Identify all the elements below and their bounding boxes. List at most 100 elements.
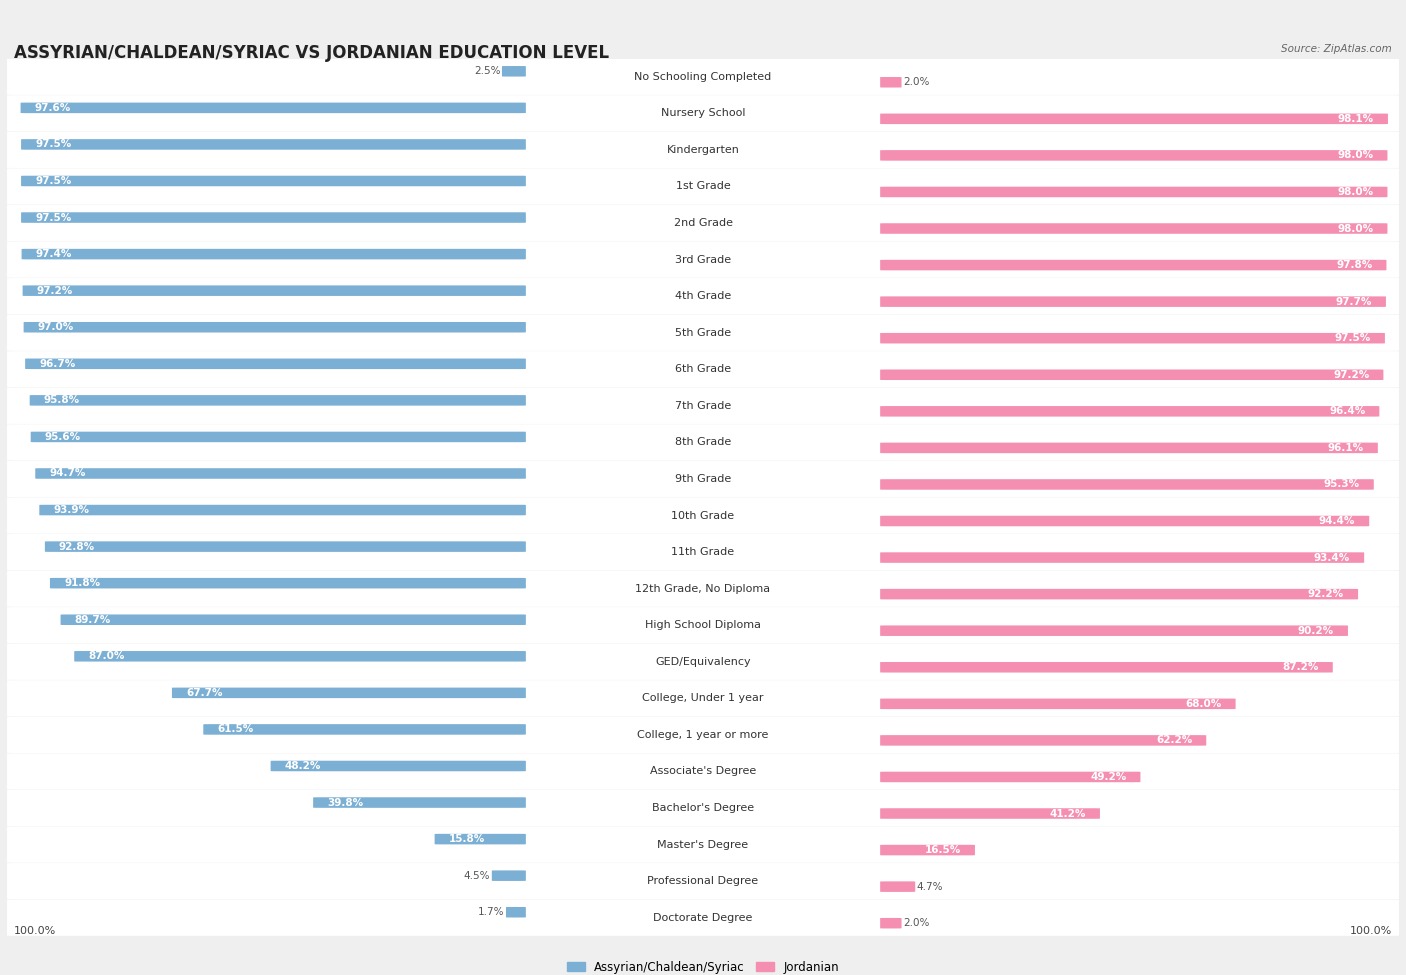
Text: 95.8%: 95.8% — [44, 395, 80, 406]
Text: 1st Grade: 1st Grade — [676, 181, 730, 191]
FancyBboxPatch shape — [75, 651, 526, 662]
FancyBboxPatch shape — [880, 589, 1358, 600]
Text: 97.7%: 97.7% — [1336, 296, 1372, 307]
Text: 4.7%: 4.7% — [917, 881, 943, 892]
Text: 8th Grade: 8th Grade — [675, 438, 731, 448]
FancyBboxPatch shape — [880, 113, 1388, 124]
Text: 2nd Grade: 2nd Grade — [673, 218, 733, 228]
Text: 93.4%: 93.4% — [1313, 553, 1350, 563]
FancyBboxPatch shape — [7, 96, 1399, 132]
FancyBboxPatch shape — [21, 249, 526, 259]
Text: 97.4%: 97.4% — [35, 249, 72, 259]
FancyBboxPatch shape — [30, 395, 526, 406]
FancyBboxPatch shape — [7, 205, 1399, 241]
Text: 96.7%: 96.7% — [39, 359, 76, 369]
FancyBboxPatch shape — [35, 468, 526, 479]
Text: 97.2%: 97.2% — [37, 286, 73, 295]
Text: 100.0%: 100.0% — [14, 926, 56, 936]
Text: College, 1 year or more: College, 1 year or more — [637, 730, 769, 740]
FancyBboxPatch shape — [880, 552, 1364, 563]
FancyBboxPatch shape — [7, 278, 1399, 314]
Text: 92.2%: 92.2% — [1308, 589, 1344, 600]
Text: Kindergarten: Kindergarten — [666, 145, 740, 155]
FancyBboxPatch shape — [492, 871, 526, 881]
Text: 91.8%: 91.8% — [65, 578, 100, 588]
Text: Master's Degree: Master's Degree — [658, 839, 748, 849]
FancyBboxPatch shape — [880, 406, 1379, 416]
FancyBboxPatch shape — [7, 461, 1399, 497]
FancyBboxPatch shape — [880, 917, 901, 928]
Text: No Schooling Completed: No Schooling Completed — [634, 72, 772, 82]
Text: 97.5%: 97.5% — [35, 139, 72, 149]
FancyBboxPatch shape — [7, 790, 1399, 826]
Text: 97.5%: 97.5% — [35, 176, 72, 186]
Text: ASSYRIAN/CHALDEAN/SYRIAC VS JORDANIAN EDUCATION LEVEL: ASSYRIAN/CHALDEAN/SYRIAC VS JORDANIAN ED… — [14, 44, 609, 61]
Text: 89.7%: 89.7% — [75, 614, 111, 625]
FancyBboxPatch shape — [7, 717, 1399, 753]
Text: 97.8%: 97.8% — [1336, 260, 1372, 270]
FancyBboxPatch shape — [880, 662, 1333, 673]
Text: 49.2%: 49.2% — [1090, 772, 1126, 782]
FancyBboxPatch shape — [434, 834, 526, 844]
Text: 97.2%: 97.2% — [1333, 370, 1369, 380]
FancyBboxPatch shape — [880, 808, 1099, 819]
Text: GED/Equivalency: GED/Equivalency — [655, 657, 751, 667]
FancyBboxPatch shape — [7, 681, 1399, 717]
Text: 2.5%: 2.5% — [474, 66, 501, 76]
Text: 96.4%: 96.4% — [1329, 407, 1365, 416]
FancyBboxPatch shape — [880, 150, 1388, 161]
Text: 97.6%: 97.6% — [35, 102, 70, 113]
Text: 15.8%: 15.8% — [449, 834, 485, 844]
FancyBboxPatch shape — [21, 139, 526, 150]
Text: 87.0%: 87.0% — [89, 651, 125, 661]
FancyBboxPatch shape — [7, 607, 1399, 644]
Text: 5th Grade: 5th Grade — [675, 328, 731, 337]
Text: 95.6%: 95.6% — [45, 432, 82, 442]
Text: 2.0%: 2.0% — [903, 918, 929, 928]
Text: 98.0%: 98.0% — [1337, 187, 1374, 197]
Text: 7th Grade: 7th Grade — [675, 401, 731, 410]
FancyBboxPatch shape — [880, 625, 1348, 636]
Text: Doctorate Degree: Doctorate Degree — [654, 913, 752, 922]
FancyBboxPatch shape — [880, 296, 1386, 307]
FancyBboxPatch shape — [880, 479, 1374, 489]
FancyBboxPatch shape — [502, 66, 526, 77]
FancyBboxPatch shape — [7, 534, 1399, 570]
FancyBboxPatch shape — [21, 213, 526, 223]
Text: 93.9%: 93.9% — [53, 505, 90, 515]
Text: 3rd Grade: 3rd Grade — [675, 254, 731, 264]
FancyBboxPatch shape — [7, 388, 1399, 424]
FancyBboxPatch shape — [204, 724, 526, 735]
Text: 97.5%: 97.5% — [35, 213, 72, 222]
Text: 100.0%: 100.0% — [1350, 926, 1392, 936]
Text: 39.8%: 39.8% — [328, 798, 363, 807]
FancyBboxPatch shape — [7, 900, 1399, 936]
FancyBboxPatch shape — [24, 322, 526, 332]
Text: 4.5%: 4.5% — [464, 871, 491, 880]
FancyBboxPatch shape — [21, 176, 526, 186]
FancyBboxPatch shape — [7, 644, 1399, 680]
Text: 4th Grade: 4th Grade — [675, 292, 731, 301]
Text: 98.0%: 98.0% — [1337, 150, 1374, 161]
FancyBboxPatch shape — [7, 132, 1399, 168]
FancyBboxPatch shape — [21, 102, 526, 113]
Text: 6th Grade: 6th Grade — [675, 365, 731, 374]
Text: 95.3%: 95.3% — [1323, 480, 1360, 489]
FancyBboxPatch shape — [880, 881, 915, 892]
Text: Source: ZipAtlas.com: Source: ZipAtlas.com — [1281, 44, 1392, 54]
FancyBboxPatch shape — [314, 798, 526, 808]
Text: 98.1%: 98.1% — [1337, 114, 1374, 124]
FancyBboxPatch shape — [880, 516, 1369, 526]
FancyBboxPatch shape — [22, 286, 526, 296]
Text: 68.0%: 68.0% — [1185, 699, 1222, 709]
FancyBboxPatch shape — [880, 259, 1386, 270]
Text: 48.2%: 48.2% — [284, 760, 321, 771]
Text: 11th Grade: 11th Grade — [672, 547, 734, 557]
FancyBboxPatch shape — [270, 760, 526, 771]
Text: College, Under 1 year: College, Under 1 year — [643, 693, 763, 703]
FancyBboxPatch shape — [7, 315, 1399, 351]
FancyBboxPatch shape — [7, 351, 1399, 387]
FancyBboxPatch shape — [51, 578, 526, 589]
Text: 2.0%: 2.0% — [903, 77, 929, 88]
FancyBboxPatch shape — [7, 58, 1399, 95]
